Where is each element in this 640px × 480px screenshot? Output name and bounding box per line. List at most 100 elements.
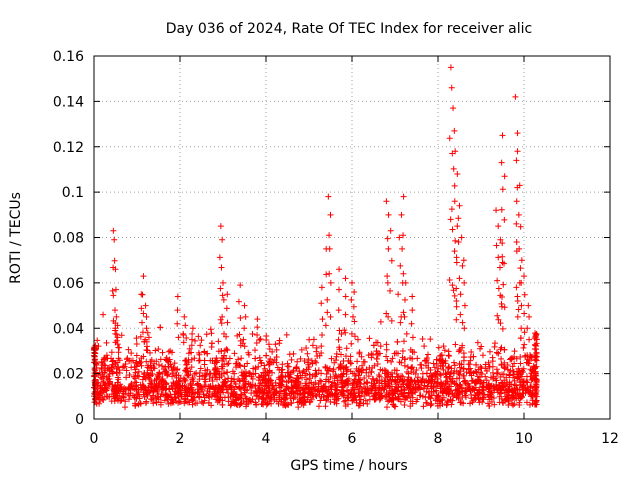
data-point [276,376,283,383]
data-point [430,384,437,391]
data-point [310,381,317,388]
data-point [493,366,500,373]
data-point [327,313,334,320]
data-point [191,355,198,362]
data-point [260,376,267,383]
data-point [303,345,310,352]
data-point [409,334,416,341]
data-point [447,397,454,404]
data-point [516,245,523,252]
data-point [335,395,342,402]
data-point [188,364,195,371]
data-point [510,402,517,409]
data-point [403,330,410,337]
data-point [238,395,245,402]
data-point [468,395,475,402]
data-point [293,364,300,371]
data-point [514,298,521,305]
data-point [251,347,258,354]
data-point [467,400,474,407]
data-point [306,336,313,343]
data-point [137,333,144,340]
data-point [479,399,486,406]
data-point [104,355,111,362]
data-point [468,349,475,356]
data-point [136,392,143,399]
data-point [241,363,248,370]
data-point [452,237,459,244]
data-point [451,248,458,255]
data-point [138,291,145,298]
data-point [304,350,311,357]
data-point [237,394,244,401]
data-point [425,351,432,358]
data-point [318,349,325,356]
data-point [333,373,340,380]
data-point [197,342,204,349]
data-point [409,394,416,401]
data-point [336,344,343,351]
data-point [494,386,501,393]
data-point [415,379,422,386]
data-point [453,316,460,323]
data-point [166,386,173,393]
data-point [353,399,360,406]
data-point [342,275,349,282]
data-point [409,293,416,300]
data-point [514,371,521,378]
data-point [319,316,326,323]
data-point [189,330,196,337]
data-point [350,313,357,320]
data-point [111,236,118,243]
data-point [414,396,421,403]
data-point [461,372,468,379]
data-point [202,378,209,385]
data-point [139,384,146,391]
data-point [361,374,368,381]
data-point [309,360,316,367]
data-point [290,389,297,396]
data-point [276,384,283,391]
data-point [205,393,212,400]
data-point [94,337,101,344]
data-point [487,374,494,381]
data-point [524,325,531,332]
data-point [293,365,300,372]
data-point [208,330,215,337]
data-point [280,395,287,402]
data-point [360,400,367,407]
data-point [449,375,456,382]
data-point [342,403,349,410]
data-point [422,357,429,364]
data-point [154,393,161,400]
data-point [336,286,343,293]
data-point [329,379,336,386]
data-point [270,392,277,399]
data-point [507,355,514,362]
data-point [433,356,440,363]
data-point [450,393,457,400]
data-point [265,361,272,368]
data-point [498,206,505,213]
data-point [383,198,390,205]
data-point [421,343,428,350]
data-point [389,391,396,398]
data-point [472,380,479,387]
data-point [237,282,244,289]
data-point [139,291,146,298]
data-point [220,355,227,362]
data-point [211,386,218,393]
data-point [126,384,133,391]
data-point [301,399,308,406]
data-point [244,360,251,367]
data-point [401,296,408,303]
data-point [333,350,340,357]
data-point [374,360,381,367]
data-point [125,396,132,403]
data-point [133,363,140,370]
y-tick-label: 0.02 [53,367,84,383]
data-point [491,387,498,394]
data-point [446,277,453,284]
y-tick-label: 0.14 [53,94,84,110]
data-point [480,379,487,386]
